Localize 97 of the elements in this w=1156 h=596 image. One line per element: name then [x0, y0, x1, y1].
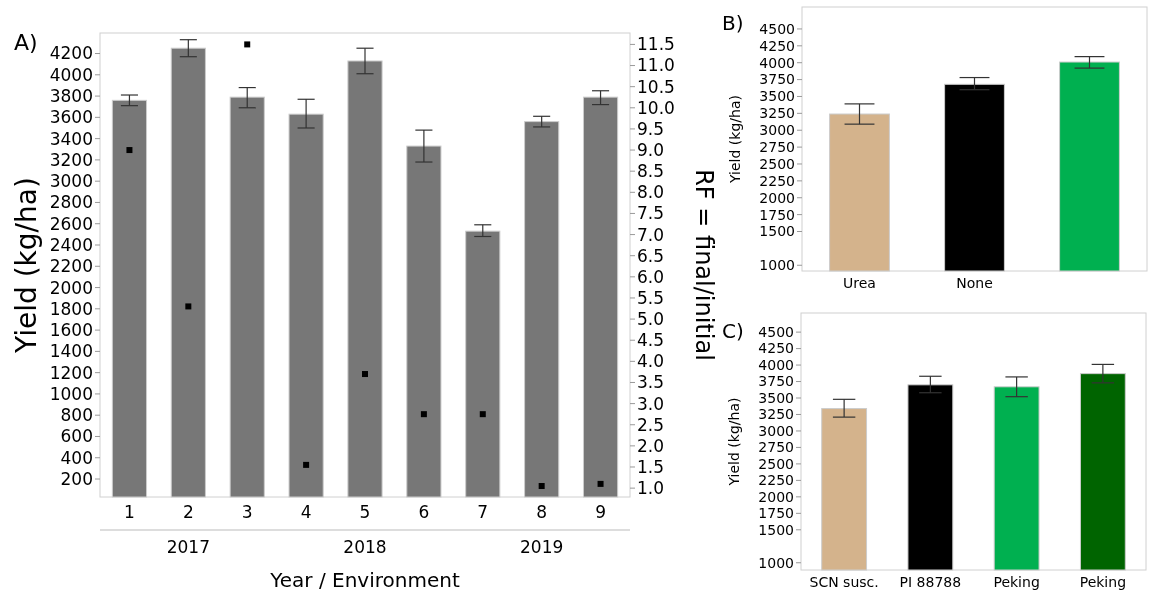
y-tick-label: 2500 [758, 455, 794, 472]
y-tick-label: 3250 [759, 105, 795, 122]
y2-tick-label: 2.0 [637, 435, 665, 456]
y-tick-label: 1500 [758, 521, 794, 538]
chart-title: B) [722, 11, 744, 35]
x-tick-label: 4 [300, 502, 312, 522]
y2-tick-label: 9.5 [637, 118, 665, 139]
y-tick-label: 1000 [759, 257, 795, 274]
y-tick-label: 1600 [49, 320, 93, 341]
y2-tick-label: 3.0 [637, 393, 665, 414]
y-tick-label: 2750 [759, 139, 795, 155]
y-tick-label: 3500 [758, 389, 794, 406]
y-tick-label: 1000 [49, 383, 93, 404]
y-tick-label: 3500 [759, 88, 795, 105]
y-tick-label: 2250 [758, 472, 794, 489]
text: 2017 [166, 537, 210, 557]
y-tick-label: 3250 [758, 406, 794, 423]
y2-tick-label: 2.5 [637, 414, 665, 435]
y-tick-label: 4000 [758, 356, 794, 373]
y2-tick-label: 4.0 [637, 351, 665, 372]
y-tick-label: 1750 [758, 505, 794, 522]
y2-tick-label: 3.5 [637, 372, 665, 393]
y-tick-label: 2000 [49, 277, 93, 298]
x-tick-label: Urea [843, 275, 876, 291]
y-tick-label: 3750 [759, 71, 795, 88]
x-tick-label: 7 [477, 502, 489, 522]
y-tick-label: 3000 [49, 171, 93, 192]
chart-title: A) [14, 30, 38, 55]
y2-tick-label: 1.0 [637, 478, 665, 499]
y2-tick-label: 1.5 [637, 456, 665, 477]
y-tick-label: 2250 [759, 172, 795, 189]
y-tick-label: 3000 [758, 422, 794, 439]
y2-tick-label: 6.0 [637, 266, 665, 287]
y-tick-label: 3400 [49, 128, 93, 149]
y2-tick-label: 8.0 [637, 182, 665, 203]
y-axis-title: Yield (kg/ha) [726, 397, 742, 487]
y2-tick-label: 10.5 [637, 76, 675, 97]
y2-tick-label: 7.0 [637, 224, 665, 245]
y2-tick-label: 5.0 [637, 309, 665, 330]
y-tick-label: 4000 [759, 54, 795, 71]
y-tick-label: 1200 [49, 362, 93, 383]
y-tick-label: 4250 [759, 37, 795, 54]
y-tick-label: 4200 [49, 43, 93, 64]
y2-tick-label: 11.5 [637, 34, 675, 55]
x-tick-label: 1 [124, 502, 135, 522]
y2-tick-label: 11.0 [637, 55, 675, 76]
y-tick-label: 600 [60, 426, 93, 447]
x-tick-label: SCN susc. [809, 574, 879, 590]
x-tick-label: 2 [182, 502, 194, 522]
y-tick-label: 4500 [758, 324, 794, 341]
text: 2019 [520, 537, 564, 557]
y-tick-label: 2750 [758, 439, 794, 456]
y2-tick-label: 8.5 [637, 161, 665, 182]
x-axis-title: Year / Environment [269, 568, 460, 592]
y-tick-label: 1500 [759, 223, 795, 240]
y-tick-label: 4000 [49, 64, 93, 85]
x-tick-label: 9 [595, 502, 606, 522]
y2-tick-label: 7.5 [637, 203, 665, 224]
x-tick-label: 3 [241, 502, 253, 522]
y-tick-label: 2800 [49, 192, 93, 213]
x-tick-label: 5 [359, 502, 371, 522]
y-tick-label: 4500 [759, 20, 795, 37]
y-tick-label: 4250 [758, 340, 794, 357]
text: 2018 [343, 537, 387, 557]
y2-tick-label: 10.0 [637, 97, 675, 118]
y2-tick-label: 4.5 [637, 330, 665, 351]
y-tick-label: 1400 [49, 341, 93, 362]
y-tick-label: 3750 [758, 373, 794, 390]
x-tick-label: None [956, 275, 993, 291]
y-tick-label: 1750 [759, 206, 795, 223]
y-tick-label: 200 [60, 468, 93, 489]
x-tick-label: 6 [418, 502, 430, 522]
y2-axis-title: RF = final/initial [690, 169, 718, 361]
y-tick-label: 2600 [49, 213, 93, 234]
y-tick-label: 2500 [759, 155, 795, 172]
y-tick-label: 2000 [758, 488, 794, 505]
chart-title: C) [722, 319, 744, 343]
x-tick-label: Peking [1079, 574, 1127, 590]
y-tick-label: 1800 [49, 298, 93, 319]
x-tick-label: PI 88788 [899, 574, 962, 590]
y-tick-label: 3600 [49, 107, 93, 128]
y2-tick-label: 5.5 [637, 287, 665, 308]
x-tick-label: 8 [536, 502, 548, 522]
y-tick-label: 2400 [49, 234, 93, 255]
y-tick-label: 3200 [49, 149, 93, 170]
y-tick-label: 3000 [759, 122, 795, 139]
y-tick-label: 3800 [49, 86, 93, 107]
y-tick-label: 400 [60, 447, 93, 468]
y-axis-title: Yield (kg/ha) [727, 95, 743, 184]
y-tick-label: 800 [60, 405, 93, 426]
y-tick-label: 1000 [758, 554, 794, 571]
y2-tick-label: 6.5 [637, 245, 665, 266]
y-axis-title: Yield (kg/ha) [10, 177, 43, 354]
y-tick-label: 2000 [759, 189, 795, 206]
y2-tick-label: 9.0 [637, 140, 665, 161]
x-tick-label: Peking [993, 574, 1040, 590]
y-tick-label: 2200 [49, 256, 93, 277]
